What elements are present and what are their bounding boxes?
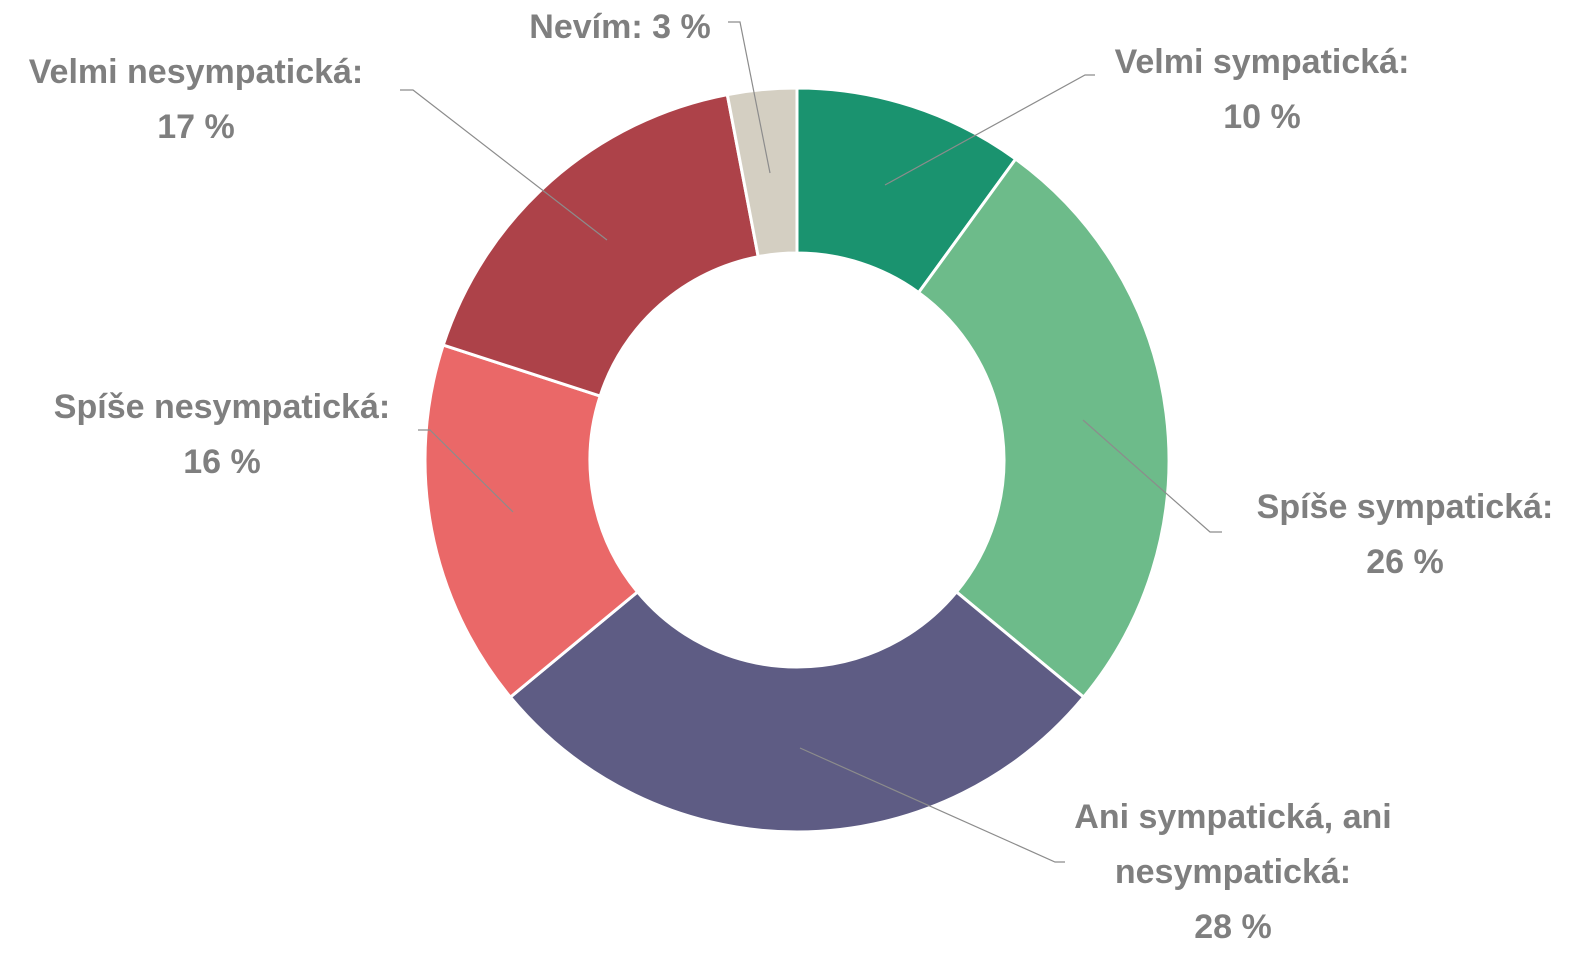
data-label: Nevím: 3 % [510,0,730,55]
category-label: Spíše nesympatická: [53,388,391,426]
donut-slice [423,343,640,700]
leader-line [728,21,771,174]
data-label: Ani sympatická, ani nesympatická: 28 % [1068,790,1398,955]
data-label: Velmi sympatická: 10 % [1052,35,1472,145]
data-label: Velmi nesympatická: 17 % [1,45,391,155]
value-label: 10 % [1223,98,1301,136]
value-label: 3 % [652,8,711,46]
donut-slice [725,86,799,259]
leader-line [400,89,608,241]
donut-slice [441,92,760,398]
data-label: Spíše nesympatická: 16 % [27,380,417,490]
leader-line [1082,419,1222,533]
donut-slice [916,156,1171,700]
leader-line [418,429,514,513]
category-label: Ani sympatická, ani nesympatická: [1074,798,1392,891]
value-label: 26 % [1366,543,1444,581]
value-label: 28 % [1194,908,1272,946]
category-label: Spíše sympatická: [1256,488,1554,526]
value-label: 17 % [157,108,235,146]
value-label: 16 % [183,443,261,481]
data-label: Spíše sympatická: 26 % [1235,480,1575,590]
leader-line [884,74,1095,186]
leader-line [799,747,1065,863]
category-label: Velmi nesympatická: [28,53,364,91]
donut-slice [508,589,1086,834]
category-label: Nevím: [529,8,643,46]
category-label: Velmi sympatická: [1114,43,1410,81]
chart [400,21,1222,863]
